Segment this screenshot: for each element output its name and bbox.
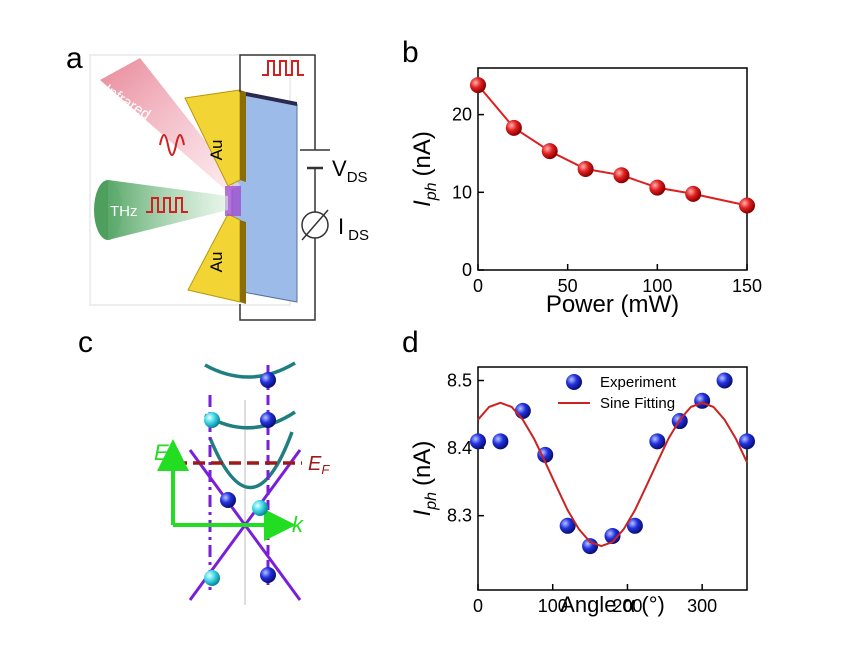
x-tick-label: 200: [612, 596, 642, 616]
plot-frame: [477, 366, 748, 591]
unit: (nA): [409, 441, 436, 486]
symbol: I: [409, 509, 436, 516]
subscript: ph: [423, 492, 440, 511]
data-point: [694, 392, 711, 409]
data-point: [604, 527, 621, 544]
plot-area: [470, 77, 755, 214]
y-tick-label: 20: [452, 105, 472, 125]
plot-frame: [477, 67, 748, 271]
data-point: [537, 446, 554, 463]
data-point: [716, 372, 733, 389]
substrate-edge: [236, 90, 297, 106]
x-tick-label: 300: [687, 596, 717, 616]
ammeter: [301, 211, 329, 239]
electron: [220, 492, 236, 508]
data-point: [739, 197, 755, 214]
electron: [204, 570, 220, 586]
electron: [260, 567, 276, 583]
pulse: [146, 197, 188, 213]
wave: [159, 134, 185, 156]
symbol: V: [332, 156, 347, 181]
x-axis-label: Angle α (°): [560, 592, 665, 617]
chart: d 0 100 200 300 8.3 8.4 8.5 Angle α (°) Iph (nA) Ex…: [402, 326, 755, 617]
y-tick-label: 8.4: [447, 438, 472, 458]
data-point: [649, 433, 666, 450]
x-tick-label: 150: [732, 276, 762, 296]
subscript: ph: [423, 182, 440, 201]
band: [208, 431, 294, 490]
y-tick-label: 8.5: [447, 371, 472, 391]
data-point: [514, 402, 531, 419]
electrode-edge: [240, 90, 246, 182]
panel-label: c: [78, 326, 93, 359]
panel-label: b: [402, 36, 419, 69]
data-point: [649, 179, 666, 196]
infrared-beam: [100, 58, 240, 192]
data-point: [685, 185, 702, 202]
y-axis-label: Iph (nA): [409, 441, 440, 517]
beam-label: THz: [110, 203, 138, 220]
data-point: [492, 433, 509, 450]
panel-label: d: [402, 326, 419, 359]
x-tick-label: 50: [558, 276, 578, 296]
circuit: [239, 54, 316, 321]
data-point: [559, 517, 576, 534]
y-tick-label: 8.3: [447, 506, 472, 526]
electron: [252, 500, 268, 516]
band: [204, 361, 296, 379]
data-point: [541, 143, 558, 160]
data-line: [477, 84, 748, 207]
data-point: [505, 119, 522, 136]
x-tick-label: 100: [538, 596, 568, 616]
symbol: E: [308, 453, 322, 475]
channel: [225, 186, 241, 216]
electron: [260, 372, 276, 388]
subscript: F: [321, 462, 330, 477]
current-label: I DS: [338, 214, 369, 244]
legend-label: Sine Fitting: [600, 395, 675, 412]
data-point: [577, 161, 594, 177]
electron: [204, 412, 220, 428]
panel-a: a Infrared THz Au Au VDS I DS: [66, 42, 369, 321]
subscript: DS: [348, 227, 369, 244]
data-point: [613, 167, 630, 184]
panel-c: c E k EF: [78, 326, 330, 605]
symbol: I: [338, 214, 344, 239]
y-axis-label: Iph (nA): [409, 131, 440, 207]
data-point: [582, 538, 599, 555]
voltage-label: VDS: [332, 156, 368, 186]
electrode-label: Au: [207, 252, 226, 273]
ammeter-arrow: [301, 209, 329, 241]
x-axis-label: Power (mW): [546, 291, 679, 318]
chart: b 0 50 100 150 0 10 20 Power (mW) Iph (nA): [402, 36, 762, 318]
unit: (nA): [409, 131, 436, 176]
axis-label: E: [154, 440, 169, 465]
data-point: [470, 433, 486, 450]
data-line: [477, 401, 748, 548]
plot-area: [470, 372, 755, 555]
fermi-label: EF: [308, 453, 330, 477]
data-point: [470, 77, 486, 94]
data-point: [739, 433, 755, 450]
x-tick-label: 0: [473, 276, 483, 296]
symbol: I: [409, 200, 436, 207]
panel-label: a: [66, 42, 83, 75]
thz-beam: [108, 180, 228, 240]
subscript: DS: [347, 169, 368, 186]
y-tick-label: 0: [462, 260, 472, 280]
electron: [260, 412, 276, 428]
electrode-label: Au: [207, 140, 226, 161]
x-tick-label: 0: [473, 596, 483, 616]
data-point: [626, 517, 643, 534]
legend-label: Experiment: [600, 374, 677, 391]
legend-marker: [566, 374, 582, 390]
y-tick-label: 10: [452, 182, 472, 202]
axis-label: k: [292, 512, 304, 537]
x-tick-label: 100: [642, 276, 672, 296]
electrode-edge: [240, 220, 246, 304]
pulse: [262, 60, 304, 76]
